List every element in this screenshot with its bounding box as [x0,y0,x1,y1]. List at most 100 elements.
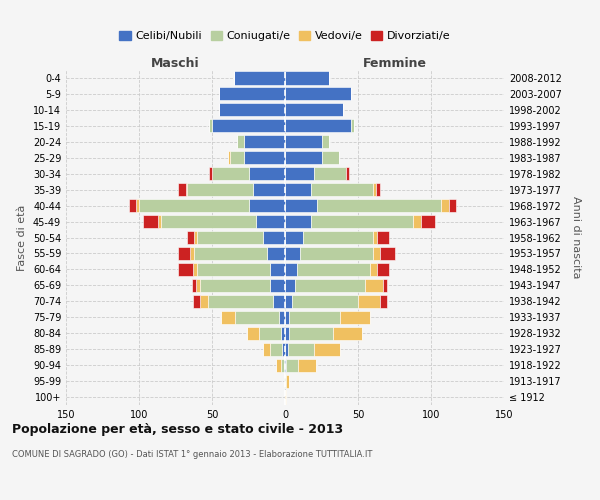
Bar [237,135,244,148]
Bar [322,151,339,164]
Bar [350,120,353,132]
Bar [271,263,285,276]
Bar [197,263,271,276]
Bar [220,88,285,101]
Y-axis label: Fasce di età: Fasce di età [17,204,27,270]
Bar [373,247,380,260]
Bar [299,247,373,260]
Bar [212,167,248,180]
Text: Popolazione per età, sesso e stato civile - 2013: Popolazione per età, sesso e stato civil… [12,422,343,436]
Bar [296,263,370,276]
Bar [340,310,370,324]
Legend: Celibi/Nubili, Coniugati/e, Vedovi/e, Divorziati/e: Celibi/Nubili, Coniugati/e, Vedovi/e, Di… [117,28,453,44]
Bar [187,183,253,196]
Bar [209,120,212,132]
Bar [377,231,389,244]
Bar [285,183,311,196]
Bar [221,310,235,324]
Bar [194,247,268,260]
Bar [247,326,259,340]
Bar [193,263,197,276]
Bar [285,231,302,244]
Bar [413,215,421,228]
Bar [136,199,139,212]
Bar [373,183,376,196]
Bar [248,167,285,180]
Bar [208,295,274,308]
Bar [271,279,285,292]
Bar [259,326,281,340]
Bar [200,295,208,308]
Bar [220,104,285,117]
Bar [441,199,449,212]
Bar [295,279,365,292]
Bar [282,342,285,355]
Bar [285,374,286,388]
Bar [285,72,329,85]
Bar [380,295,387,308]
Bar [286,358,298,372]
Bar [194,231,197,244]
Bar [289,326,333,340]
Bar [196,279,200,292]
Bar [178,263,193,276]
Bar [286,374,289,388]
Bar [281,326,285,340]
Bar [285,151,322,164]
Bar [235,310,279,324]
Bar [191,279,196,292]
Bar [263,231,285,244]
Bar [285,120,350,132]
Bar [358,295,380,308]
Bar [302,231,373,244]
Bar [200,279,271,292]
Bar [276,358,281,372]
Bar [373,231,377,244]
Bar [263,342,271,355]
Bar [271,342,282,355]
Bar [178,247,190,260]
Bar [253,183,285,196]
Bar [187,231,194,244]
Bar [285,295,292,308]
Bar [228,151,230,164]
Bar [285,247,299,260]
Bar [346,167,349,180]
Bar [285,199,317,212]
Bar [285,263,296,276]
Bar [244,151,285,164]
Bar [285,279,295,292]
Text: COMUNE DI SAGRADO (GO) - Dati ISTAT 1° gennaio 2013 - Elaborazione TUTTITALIA.IT: COMUNE DI SAGRADO (GO) - Dati ISTAT 1° g… [12,450,373,459]
Bar [292,295,358,308]
Bar [314,167,346,180]
Bar [333,326,362,340]
Bar [285,358,286,372]
Bar [322,135,329,148]
Bar [380,247,395,260]
Bar [421,215,436,228]
Bar [285,167,314,180]
Bar [383,279,387,292]
Text: Maschi: Maschi [151,57,200,70]
Bar [234,72,285,85]
Bar [186,183,187,196]
Bar [370,263,377,276]
Bar [268,247,285,260]
Bar [230,151,244,164]
Bar [285,342,288,355]
Bar [311,215,413,228]
Bar [311,183,373,196]
Bar [256,215,285,228]
Text: Femmine: Femmine [362,57,427,70]
Bar [285,88,350,101]
Bar [248,199,285,212]
Bar [178,183,186,196]
Bar [285,104,343,117]
Bar [197,231,263,244]
Y-axis label: Anni di nascita: Anni di nascita [571,196,581,279]
Bar [209,167,212,180]
Bar [281,358,284,372]
Bar [285,135,322,148]
Bar [193,295,200,308]
Bar [285,326,289,340]
